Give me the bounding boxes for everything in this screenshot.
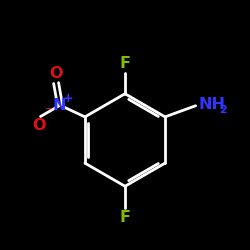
Text: N: N bbox=[52, 98, 66, 113]
Text: ⁻: ⁻ bbox=[44, 104, 51, 118]
Text: NH: NH bbox=[198, 97, 225, 112]
Text: F: F bbox=[120, 56, 130, 70]
Text: O: O bbox=[32, 118, 45, 133]
Text: O: O bbox=[49, 66, 63, 81]
Text: +: + bbox=[62, 92, 73, 105]
Text: 2: 2 bbox=[219, 105, 227, 115]
Text: F: F bbox=[120, 210, 130, 224]
